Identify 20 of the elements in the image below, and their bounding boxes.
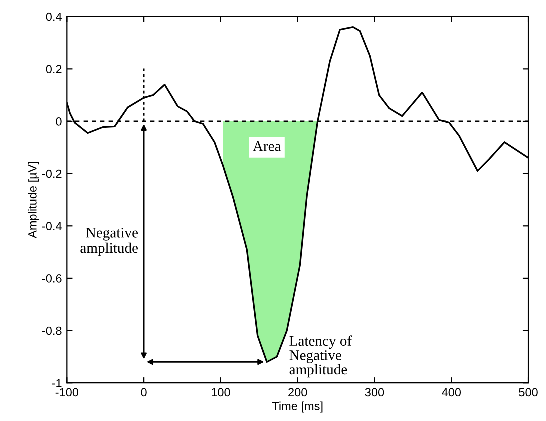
x-tick-label: 100 [212,388,230,397]
y-tick-label: -1 [52,379,62,388]
y-tick-label: -0.4 [42,222,62,231]
annotation: Negative amplitude [80,228,138,256]
y-tick-label: 0.4 [46,12,62,22]
x-axis-title: Time [ms] [272,402,323,413]
x-tick-label: 400 [442,388,462,397]
y-axis-title: Amplitude [µV] [28,162,40,238]
y-tick-label: 0 [56,118,62,126]
y-tick-label: -0.6 [42,274,62,283]
x-tick-label: 200 [288,388,308,397]
annotation: Area [253,142,282,152]
x-tick-label: -100 [56,388,79,397]
x-tick-label: 500 [519,388,538,397]
x-tick-label: 300 [365,388,384,397]
y-tick-label: -0.2 [42,170,62,178]
y-tick-label: -0.8 [42,326,62,336]
x-tick-label: 0 [141,388,147,397]
annotation: Latency of Negative amplitude [290,336,352,378]
y-tick-label: 0.2 [46,65,62,74]
